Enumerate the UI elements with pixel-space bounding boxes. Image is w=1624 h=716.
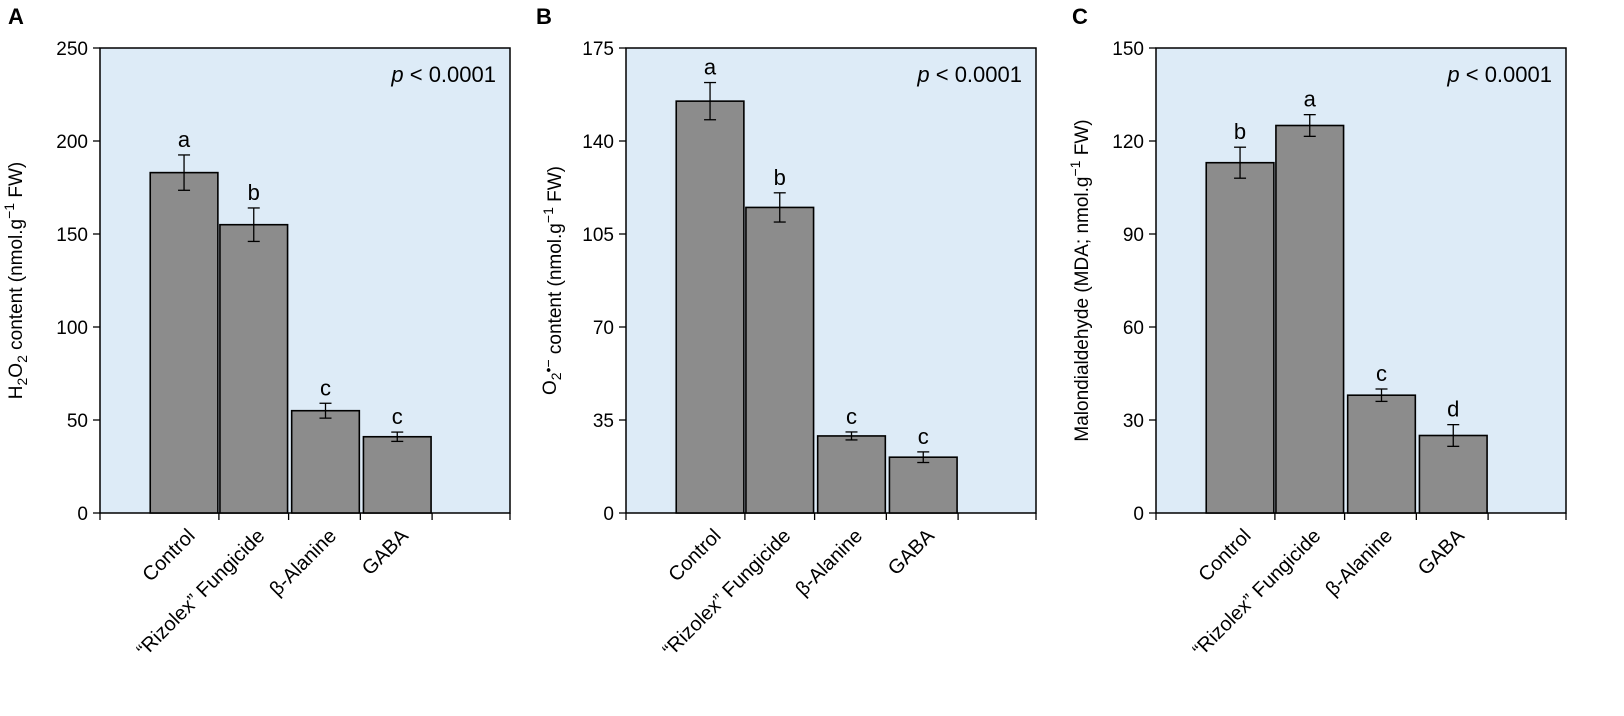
y-tick-label: 150: [1112, 39, 1144, 60]
y-axis-label-part: O: [540, 380, 561, 395]
p-symbol: p: [916, 62, 929, 87]
bar: [219, 223, 289, 514]
bar: [745, 206, 815, 514]
bar: [149, 171, 219, 514]
p-threshold: < 0.0001: [930, 62, 1022, 87]
x-tick-label: Control: [664, 525, 725, 586]
bar: [1346, 394, 1417, 514]
y-axis-label: Malondialdehyde (MDA; nmol.g−1 FW): [1067, 119, 1093, 441]
y-tick-label: 35: [593, 411, 614, 432]
x-tick-label: “Rizolex” Fungicide: [1189, 525, 1326, 662]
y-tick-label: 105: [582, 225, 614, 246]
y-tick-label: 70: [593, 318, 614, 339]
bar: [1418, 434, 1488, 514]
p-threshold: < 0.0001: [404, 62, 496, 87]
bar: [1275, 124, 1345, 514]
x-tick-label: Control: [138, 525, 199, 586]
significance-letter: c: [846, 404, 857, 429]
y-axis-label: O2•− content (nmol.g−1 FW): [540, 166, 566, 395]
y-tick-label: 100: [56, 318, 88, 339]
y-axis-label: H2O2 content (nmol.g−1 FW): [1, 162, 30, 399]
bar: [1205, 161, 1275, 514]
bar: [888, 456, 958, 514]
y-axis-label-part: •−: [540, 359, 556, 372]
y-axis-label-part: content (nmol.g: [545, 223, 566, 359]
p-symbol: p: [390, 62, 403, 87]
y-axis-label-part: FW): [1072, 119, 1093, 160]
p-value-annotation: p < 0.0001: [916, 62, 1022, 87]
x-tick-label: GABA: [358, 525, 413, 580]
panel-b: B 0 35 70 105 140 175 a Control b “Rizolex” Fungic…: [536, 4, 1037, 662]
significance-letter: a: [1304, 87, 1317, 112]
significance-letter: c: [918, 424, 929, 449]
y-tick-label: 140: [582, 132, 614, 153]
y-tick-label: 60: [1123, 318, 1144, 339]
bar: [675, 100, 745, 514]
x-tick-label: β-Alanine: [1321, 525, 1397, 601]
bar: [816, 435, 887, 514]
significance-letter: a: [178, 127, 191, 152]
panel-label: B: [536, 4, 552, 29]
bar: [290, 409, 361, 514]
y-tick-label: 200: [56, 132, 88, 153]
y-tick-label: 50: [67, 411, 88, 432]
y-tick-label: 0: [1133, 504, 1144, 525]
y-tick-label: 250: [56, 39, 88, 60]
significance-letter: c: [1376, 361, 1387, 386]
x-tick-label: β-Alanine: [265, 525, 341, 601]
y-axis-label-part: FW): [545, 166, 566, 207]
significance-letter: b: [774, 165, 786, 190]
y-tick-label: 0: [77, 504, 88, 525]
panel-label: A: [8, 4, 24, 29]
panel-c: C 0 30 60 90 120 150 b Control a “Rizolex” Fungici…: [1067, 4, 1567, 662]
y-axis-label-part: FW): [6, 162, 27, 203]
bar: [362, 435, 432, 514]
y-axis-label-part: content (nmol.g: [6, 219, 27, 355]
x-tick-label: GABA: [1414, 525, 1469, 580]
y-tick-label: 0: [603, 504, 614, 525]
p-symbol: p: [1446, 62, 1459, 87]
y-axis-label-part: 2: [14, 378, 30, 386]
y-tick-label: 30: [1123, 411, 1144, 432]
y-axis-label-part: Malondialdehyde (MDA; nmol.g: [1072, 177, 1093, 442]
x-tick-label: “Rizolex” Fungicide: [659, 525, 796, 662]
y-axis-label-part: H: [6, 386, 27, 400]
significance-letter: d: [1447, 397, 1459, 422]
x-tick-label: Control: [1194, 525, 1255, 586]
x-tick-label: GABA: [884, 525, 939, 580]
significance-letter: a: [704, 55, 717, 80]
significance-letter: c: [320, 375, 331, 400]
x-tick-label: β-Alanine: [791, 525, 867, 601]
y-tick-label: 90: [1123, 225, 1144, 246]
y-tick-label: 150: [56, 225, 88, 246]
y-tick-label: 175: [582, 39, 614, 60]
significance-letter: b: [248, 180, 260, 205]
y-axis-label-part: −1: [1067, 160, 1083, 176]
p-value-annotation: p < 0.0001: [390, 62, 496, 87]
y-axis-label-part: O: [6, 363, 27, 378]
p-value-annotation: p < 0.0001: [1446, 62, 1552, 87]
y-axis-label-part: −1: [540, 207, 556, 223]
significance-letter: c: [392, 404, 403, 429]
panel-a: A 0 50 100 150 200 250 a Control b “Rizolex” Fungi…: [1, 4, 511, 662]
panel-label: C: [1072, 4, 1088, 29]
y-axis-label-part: 2: [14, 355, 30, 363]
significance-letter: b: [1234, 119, 1246, 144]
y-axis-label-part: 2: [548, 372, 564, 380]
x-tick-label: “Rizolex” Fungicide: [133, 525, 270, 662]
p-threshold: < 0.0001: [1460, 62, 1552, 87]
y-tick-label: 120: [1112, 132, 1144, 153]
y-axis-label-part: −1: [1, 203, 17, 219]
